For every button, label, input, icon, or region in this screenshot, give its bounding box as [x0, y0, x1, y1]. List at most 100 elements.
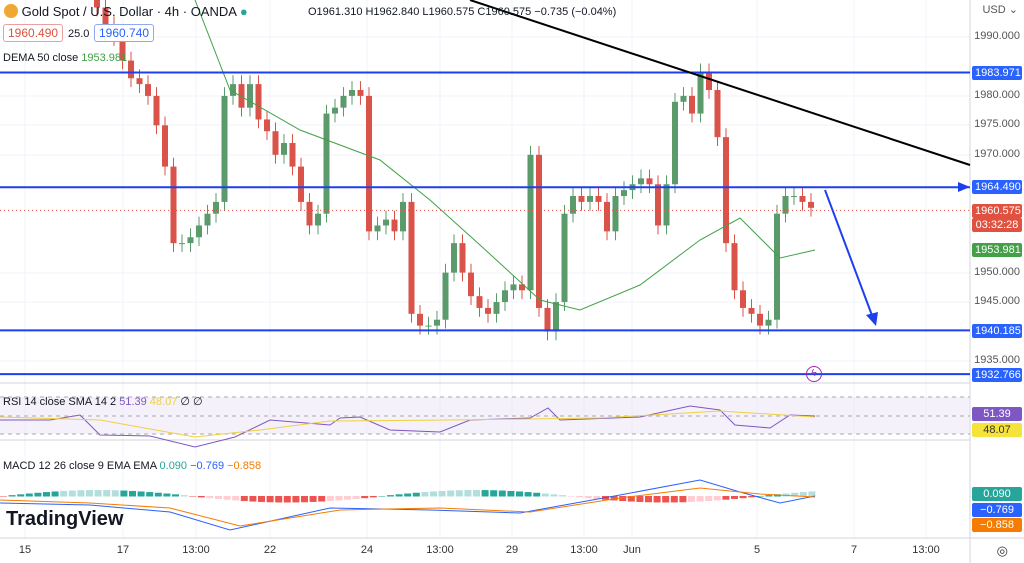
candle-body — [621, 190, 627, 197]
time-tick: 5 — [753, 544, 761, 556]
macd-histogram-bar — [404, 493, 412, 497]
macd-histogram-bar — [619, 496, 627, 502]
macd-histogram-bar — [696, 496, 704, 502]
candle-body — [561, 213, 568, 303]
macd-histogram-bar — [516, 491, 523, 497]
macd-histogram-bar — [344, 496, 351, 500]
macd-histogram-bar — [481, 490, 489, 497]
candle-body — [774, 213, 780, 320]
candle-body — [782, 196, 789, 214]
candle-body — [714, 90, 721, 138]
candle-body — [187, 237, 194, 244]
candle-body — [434, 319, 440, 326]
macd-histogram-bar — [739, 496, 747, 499]
candle-body — [519, 284, 525, 291]
candle-body — [646, 178, 653, 185]
candle-body — [238, 84, 245, 108]
macd-histogram-bar — [77, 490, 85, 497]
macd-histogram-bar — [490, 490, 498, 497]
candle-body — [400, 201, 406, 232]
macd-histogram-bar — [498, 490, 506, 497]
macd-histogram-bar — [412, 492, 420, 497]
time-tick: 13:00 — [912, 544, 940, 556]
candle-body — [366, 95, 372, 232]
tradingview-logo: TradingView — [6, 508, 124, 530]
dema-line — [194, 0, 816, 311]
time-tick: 24 — [360, 544, 374, 556]
arrow-head — [866, 312, 878, 326]
macd-histogram-bar — [0, 496, 7, 497]
candle-body — [306, 201, 313, 226]
candle-body — [247, 84, 253, 108]
macd-histogram-bar — [180, 495, 188, 497]
macd-histogram-bar — [610, 496, 618, 501]
candle-body — [221, 95, 228, 202]
candle-body — [799, 196, 806, 202]
macd-histogram-bar — [197, 496, 205, 498]
macd-histogram-bar — [395, 494, 403, 497]
currency-selector[interactable]: USD ⌄ — [982, 4, 1018, 16]
macd-histogram-bar — [799, 492, 807, 497]
macd-histogram-bar — [25, 493, 33, 497]
candle-body — [264, 119, 270, 132]
candle-body — [204, 213, 211, 226]
candle-body — [408, 201, 415, 314]
time-tick: Jun — [623, 544, 641, 556]
level-label: 1932.766 — [972, 368, 1022, 382]
price-tick: 1975.000 — [974, 118, 1020, 130]
macd-histogram-bar — [447, 490, 455, 497]
candle-body — [468, 272, 474, 297]
macd-histogram-bar — [94, 490, 102, 497]
candle-body — [731, 243, 738, 291]
price-tick: 1990.000 — [974, 30, 1020, 42]
candle-body — [170, 166, 177, 244]
time-tick: 17 — [116, 544, 130, 556]
signal-line — [0, 487, 816, 527]
trend-line — [469, 0, 971, 166]
candle-body — [162, 125, 168, 167]
candle-body — [94, 0, 100, 8]
candle-body — [536, 154, 542, 308]
candle-body — [196, 225, 202, 238]
sell-price-button[interactable]: 1960.490 — [3, 24, 64, 42]
candle-body — [119, 37, 126, 61]
status-dot-icon: ● — [239, 4, 248, 19]
macd-histogram-bar — [68, 490, 76, 497]
macd-histogram-bar — [120, 490, 128, 497]
macd-histogram-bar — [146, 492, 154, 497]
macd-histogram-bar — [645, 496, 652, 503]
buy-price-button[interactable]: 1960.740 — [94, 24, 155, 42]
macd-histogram-bar — [8, 495, 16, 497]
candle-body — [442, 272, 449, 320]
price-tick: 1970.000 — [974, 148, 1020, 160]
rsi-sma-label: 48.07 — [972, 423, 1022, 437]
macd-histogram-bar — [541, 493, 549, 497]
macd-histogram-bar — [111, 490, 119, 497]
macd-histogram-bar — [662, 496, 670, 503]
candle-body — [298, 166, 304, 202]
macd-histogram-bar — [240, 496, 248, 502]
event-flash-icon[interactable]: ϟ — [806, 366, 822, 382]
macd-histogram-bar — [86, 490, 93, 497]
time-tick: 29 — [505, 544, 519, 556]
time-tick: 22 — [263, 544, 277, 556]
candle-body — [748, 307, 755, 314]
price-tick: 1935.000 — [974, 354, 1020, 366]
candle-body — [391, 219, 398, 232]
candle-body — [604, 201, 610, 232]
macd-histogram-bar — [378, 495, 386, 497]
candle-body — [272, 131, 279, 155]
macd-histogram-bar — [627, 496, 635, 502]
symbol-title: Gold Spot / U.S. Dollar · 4h · OANDA ● — [4, 4, 248, 19]
macd-histogram-bar — [283, 496, 291, 503]
macd-histogram-bar — [593, 496, 601, 500]
candle-body — [332, 107, 338, 114]
candle-body — [145, 84, 151, 96]
candle-body — [587, 196, 593, 202]
candle-body — [383, 219, 389, 226]
candle-body — [128, 60, 134, 79]
candle-body — [655, 184, 661, 226]
macd-histogram-bar — [292, 496, 300, 503]
settings-icon[interactable]: ◎ — [996, 543, 1008, 558]
